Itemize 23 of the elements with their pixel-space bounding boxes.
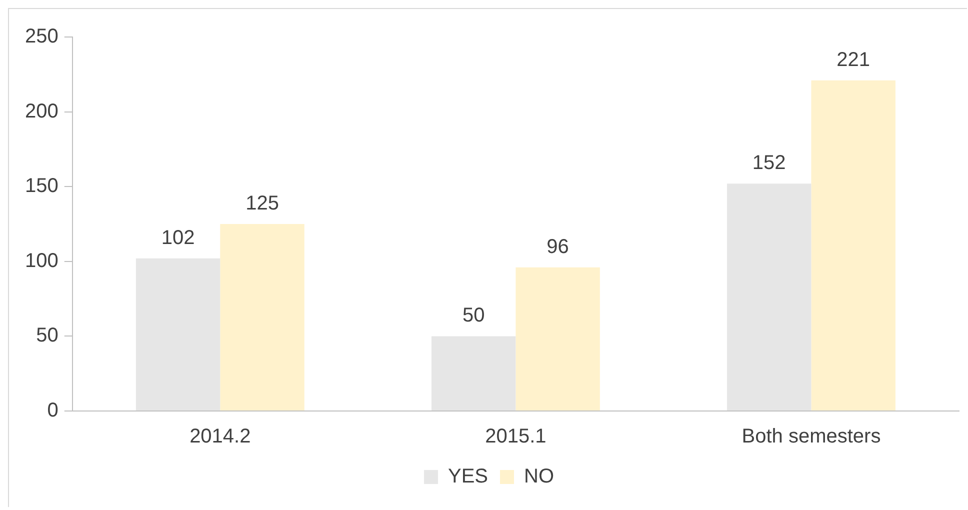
x-tick-label: Both semesters	[742, 426, 881, 448]
data-label: 125	[246, 192, 279, 215]
legend-label: YES	[448, 466, 488, 488]
bar	[516, 267, 600, 410]
bar	[431, 336, 516, 410]
bar	[136, 258, 220, 410]
y-tick-label: 250	[24, 26, 58, 48]
x-tick-label: 2014.2	[190, 426, 251, 448]
data-label: 96	[546, 236, 569, 258]
data-label: 102	[161, 226, 195, 249]
x-tick-label: 2015.1	[485, 426, 546, 448]
y-tick-label: 0	[47, 400, 58, 422]
y-tick-label: 100	[24, 250, 58, 272]
data-label: 152	[752, 152, 786, 174]
bar	[220, 224, 304, 410]
data-label: 221	[836, 48, 870, 71]
data-label: 50	[462, 304, 485, 327]
y-tick-label: 50	[36, 324, 58, 347]
legend-label: NO	[524, 466, 554, 488]
bar	[811, 80, 896, 410]
bar	[727, 184, 812, 410]
y-tick-label: 200	[24, 100, 58, 122]
y-tick-label: 150	[24, 175, 58, 198]
